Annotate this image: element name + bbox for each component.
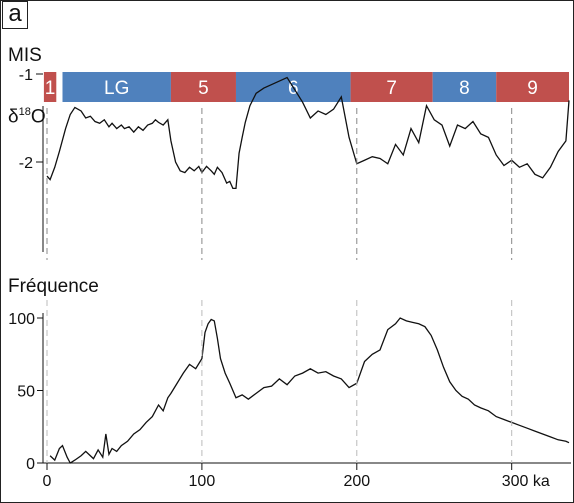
- frequence-axis-label: Fréquence: [8, 276, 99, 297]
- frequence-ytick-label-2: 100: [8, 311, 35, 328]
- mis-stage-5: [170, 72, 236, 102]
- mis-stage-label-8: 8: [459, 78, 470, 99]
- d18o-ytick-label-1: -1: [19, 67, 33, 84]
- mis-stage-label-5: 5: [198, 78, 209, 99]
- mis-stage-label-1: 1: [45, 78, 56, 99]
- frequence-xtick-label-2: 200: [343, 473, 370, 490]
- frequence-series-line: [49, 317, 570, 464]
- frequence-xtick-label-3: 300 ka: [502, 473, 550, 490]
- d18o-axis-label: δ18O: [8, 106, 46, 128]
- d18o-label-o: O: [30, 106, 46, 128]
- frequence-xtick-label-0: 0: [43, 473, 52, 490]
- mis-stage-8: [432, 72, 497, 102]
- mis-stage-LG: [62, 72, 171, 102]
- d18o-label-delta: δ: [8, 106, 19, 128]
- frequence-ytick-label-1: 50: [17, 384, 35, 401]
- d18o-series-line: [46, 76, 570, 190]
- mis-stage-1: [43, 72, 57, 102]
- frequence-ytick-label-0: 0: [26, 456, 35, 473]
- mis-stage-label-LG: LG: [104, 78, 129, 99]
- mis-stage-9: [496, 72, 569, 102]
- panel-label: a: [2, 1, 28, 29]
- frequence-xtick-label-1: 100: [189, 473, 216, 490]
- mis-stage-7: [350, 72, 433, 102]
- d18o-label-sup: 18: [18, 106, 31, 118]
- mis-stage-label-9: 9: [527, 78, 538, 99]
- mis-stage-label-7: 7: [386, 78, 397, 99]
- mis-label: MIS: [8, 45, 42, 66]
- d18o-ytick-label-0: -2: [19, 155, 33, 172]
